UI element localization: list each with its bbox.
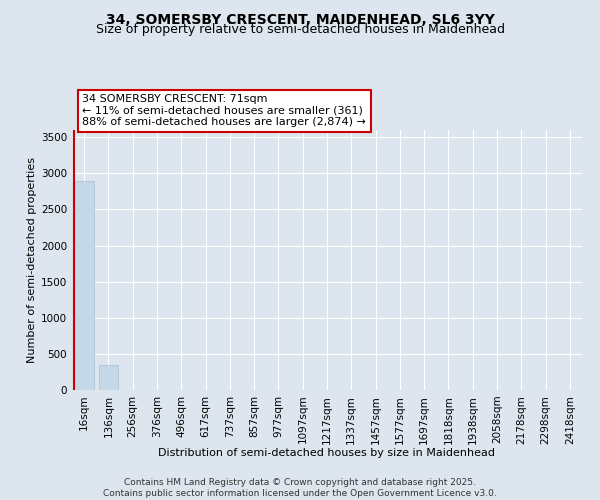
Text: Size of property relative to semi-detached houses in Maidenhead: Size of property relative to semi-detach… [95, 24, 505, 36]
Text: 34 SOMERSBY CRESCENT: 71sqm
← 11% of semi-detached houses are smaller (361)
88% : 34 SOMERSBY CRESCENT: 71sqm ← 11% of sem… [82, 94, 366, 128]
Bar [99, 364, 118, 390]
X-axis label: Distribution of semi-detached houses by size in Maidenhead: Distribution of semi-detached houses by … [158, 448, 496, 458]
Text: Contains HM Land Registry data © Crown copyright and database right 2025.
Contai: Contains HM Land Registry data © Crown c… [103, 478, 497, 498]
Y-axis label: Number of semi-detached properties: Number of semi-detached properties [27, 157, 37, 363]
Bar [74, 180, 94, 390]
Text: 34, SOMERSBY CRESCENT, MAIDENHEAD, SL6 3YY: 34, SOMERSBY CRESCENT, MAIDENHEAD, SL6 3… [106, 12, 494, 26]
